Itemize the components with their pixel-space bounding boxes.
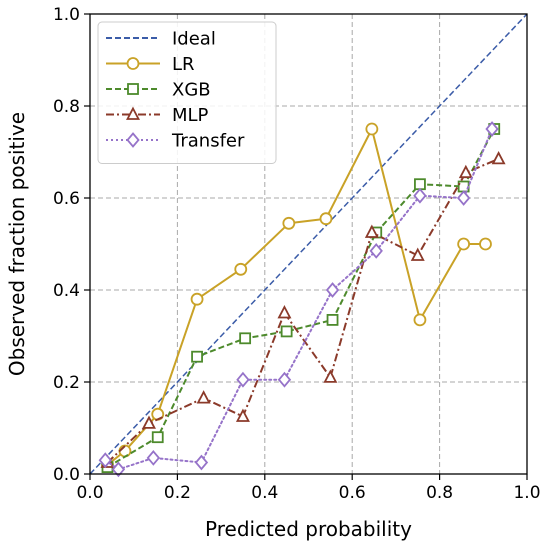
x-tick-label: 0.0 [76, 483, 103, 503]
legend-entry-mlp: MLP [106, 105, 209, 126]
data-point-mlp [364, 224, 379, 238]
plot-frame [89, 13, 528, 475]
data-point-lr [479, 237, 492, 251]
data-point-transfer [277, 371, 292, 388]
data-point-mlp [491, 150, 506, 165]
axis-ticks: 0.0 0.2 0.4 0.6 0.8 1.0 0.0 0.2 0.4 0.6 0.8 1.0 [53, 5, 541, 503]
series-line-transfer [104, 128, 494, 471]
x-tick-label: 1.0 [513, 483, 540, 503]
legend-label: LR [172, 54, 195, 75]
data-point-mlp [235, 408, 250, 422]
x-axis-label: Predicted probability [205, 517, 412, 541]
data-point-transfer [369, 243, 383, 259]
series-line-ideal [89, 13, 528, 475]
y-tick-label: 0.6 [53, 189, 80, 209]
legend-label: Ideal [172, 29, 216, 50]
legend-marker [126, 57, 140, 70]
legend: Ideal LR XGB MLP Transfer [97, 21, 277, 164]
data-point-transfer [485, 121, 499, 137]
legend-label: Transfer [171, 131, 245, 152]
x-tick-label: 0.6 [339, 483, 366, 503]
data-point-mlp [410, 247, 425, 261]
data-point-xgb [191, 350, 203, 363]
series-transfer [98, 121, 499, 478]
x-tick-label: 0.8 [426, 483, 453, 503]
y-tick-label: 0.8 [53, 97, 80, 117]
data-point-mlp [323, 369, 338, 383]
legend-entry-transfer: Transfer [106, 131, 245, 152]
data-point-transfer [111, 461, 126, 478]
data-point-mlp [142, 415, 156, 429]
data-point-xgb [239, 332, 252, 345]
data-point-transfer [413, 187, 427, 204]
data-point-lr [457, 237, 471, 251]
data-point-mlp [458, 164, 473, 179]
data-point-xgb [326, 313, 339, 326]
data-point-xgb [280, 325, 293, 338]
data-point-xgb [414, 178, 426, 191]
data-point-transfer [236, 371, 250, 388]
y-tick-label: 0.4 [53, 281, 80, 301]
plot-series [89, 13, 528, 478]
series-line-lr [106, 128, 486, 466]
y-tick-label: 1.0 [53, 5, 80, 25]
x-tick-label: 0.4 [251, 483, 278, 503]
data-point-lr [319, 212, 333, 226]
data-point-lr [234, 262, 248, 276]
series-line-mlp [106, 157, 499, 464]
data-point-xgb [151, 431, 164, 444]
series-ideal [89, 13, 528, 475]
y-tick-label: 0.2 [53, 373, 80, 393]
series-line-xgb [106, 128, 496, 468]
legend-marker [127, 83, 139, 95]
y-axis-label: Observed fraction positive [5, 112, 29, 376]
data-point-lr [413, 313, 427, 327]
data-point-transfer [325, 282, 340, 298]
legend-marker [126, 106, 140, 120]
legend-box [97, 21, 277, 164]
legend-entry-xgb: XGB [106, 80, 211, 101]
legend-label: XGB [172, 80, 211, 101]
data-point-lr [365, 122, 379, 136]
legend-entry-lr: LR [106, 54, 195, 75]
data-point-transfer [194, 454, 209, 471]
data-point-transfer [146, 450, 161, 466]
x-tick-label: 0.2 [164, 483, 191, 503]
data-point-lr [282, 216, 296, 230]
data-point-xgb [457, 180, 470, 193]
data-point-lr [190, 292, 204, 306]
data-point-transfer [456, 190, 471, 206]
y-tick-label: 0.0 [53, 465, 80, 485]
series-mlp [100, 150, 506, 468]
data-point-mlp [277, 305, 292, 319]
legend-label: MLP [172, 105, 209, 126]
legend-marker [126, 132, 140, 148]
legend-entry-ideal: Ideal [106, 29, 216, 50]
data-point-mlp [196, 390, 211, 404]
data-point-transfer [98, 452, 112, 469]
